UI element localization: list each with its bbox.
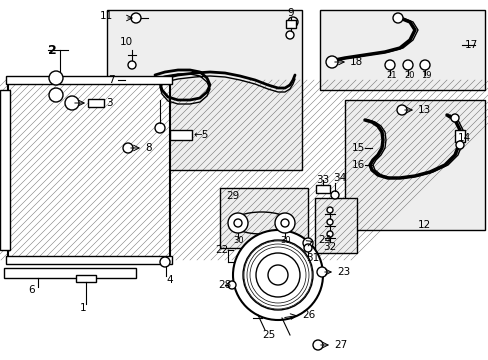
Circle shape: [155, 123, 164, 133]
Circle shape: [234, 219, 242, 227]
Text: 17: 17: [464, 40, 477, 50]
Text: 27: 27: [333, 340, 346, 350]
Circle shape: [419, 60, 429, 70]
Circle shape: [326, 231, 332, 237]
Text: 34: 34: [332, 173, 346, 183]
Bar: [6, 76, 172, 84]
Circle shape: [49, 71, 63, 85]
Circle shape: [49, 88, 63, 102]
Bar: [319, 10, 484, 90]
Bar: [170, 130, 192, 140]
Circle shape: [267, 265, 287, 285]
Circle shape: [131, 13, 141, 23]
Text: 30: 30: [232, 235, 243, 244]
Circle shape: [69, 100, 75, 106]
Text: 10: 10: [120, 37, 133, 47]
Text: 11: 11: [100, 11, 113, 21]
Text: 16: 16: [351, 160, 365, 170]
Bar: [220, 188, 307, 248]
Circle shape: [243, 240, 312, 310]
Bar: [454, 130, 464, 142]
Circle shape: [128, 61, 136, 69]
Circle shape: [123, 143, 133, 153]
Text: 25: 25: [262, 330, 275, 340]
Text: 18: 18: [349, 57, 363, 67]
Circle shape: [392, 13, 402, 23]
Text: 9: 9: [286, 8, 293, 18]
Text: 20: 20: [403, 71, 414, 80]
Text: 23: 23: [336, 267, 349, 277]
Bar: [314, 198, 356, 253]
Circle shape: [274, 213, 294, 233]
Circle shape: [312, 340, 323, 350]
Circle shape: [330, 191, 338, 199]
Circle shape: [316, 267, 326, 277]
Circle shape: [402, 60, 412, 70]
Text: 30: 30: [280, 235, 290, 244]
Text: 26: 26: [302, 310, 315, 320]
Circle shape: [325, 56, 337, 68]
Bar: [107, 10, 302, 170]
Text: 21: 21: [385, 71, 396, 80]
Bar: [315, 185, 329, 193]
Circle shape: [304, 244, 311, 252]
Circle shape: [384, 60, 394, 70]
Bar: [0, 90, 10, 250]
Bar: [6, 256, 172, 264]
Text: ←5: ←5: [194, 130, 209, 140]
Text: 28: 28: [218, 280, 231, 290]
Text: 8: 8: [145, 143, 151, 153]
Text: 6: 6: [28, 285, 35, 295]
Bar: [76, 275, 96, 282]
Circle shape: [227, 213, 247, 233]
Text: 12: 12: [417, 220, 430, 230]
Circle shape: [287, 17, 297, 27]
Text: 33: 33: [315, 175, 328, 185]
Circle shape: [303, 238, 312, 248]
Text: 19: 19: [420, 71, 430, 80]
Bar: [285, 20, 295, 28]
Text: 29: 29: [225, 191, 239, 201]
Text: 7: 7: [108, 75, 114, 85]
Text: 13: 13: [417, 105, 430, 115]
Circle shape: [53, 92, 59, 98]
Circle shape: [455, 141, 463, 149]
Bar: [8, 80, 170, 260]
Circle shape: [326, 207, 332, 213]
Circle shape: [256, 253, 299, 297]
Bar: [4, 268, 136, 278]
Circle shape: [285, 31, 293, 39]
Circle shape: [160, 257, 170, 267]
Text: 24: 24: [317, 235, 330, 245]
Text: 2: 2: [48, 44, 57, 57]
Text: 1: 1: [80, 303, 86, 313]
Text: 3: 3: [106, 98, 112, 108]
Text: 4: 4: [165, 275, 172, 285]
Bar: [345, 100, 484, 230]
Bar: [88, 99, 104, 107]
Text: 15: 15: [351, 143, 365, 153]
Circle shape: [326, 219, 332, 225]
Circle shape: [53, 75, 59, 81]
Circle shape: [396, 105, 406, 115]
Text: 32: 32: [323, 242, 336, 252]
Text: 22: 22: [215, 245, 228, 255]
Circle shape: [227, 281, 236, 289]
Text: 14: 14: [457, 133, 470, 143]
Circle shape: [232, 230, 323, 320]
Text: 31: 31: [305, 253, 319, 263]
Circle shape: [281, 219, 288, 227]
Circle shape: [450, 114, 458, 122]
Circle shape: [65, 96, 79, 110]
